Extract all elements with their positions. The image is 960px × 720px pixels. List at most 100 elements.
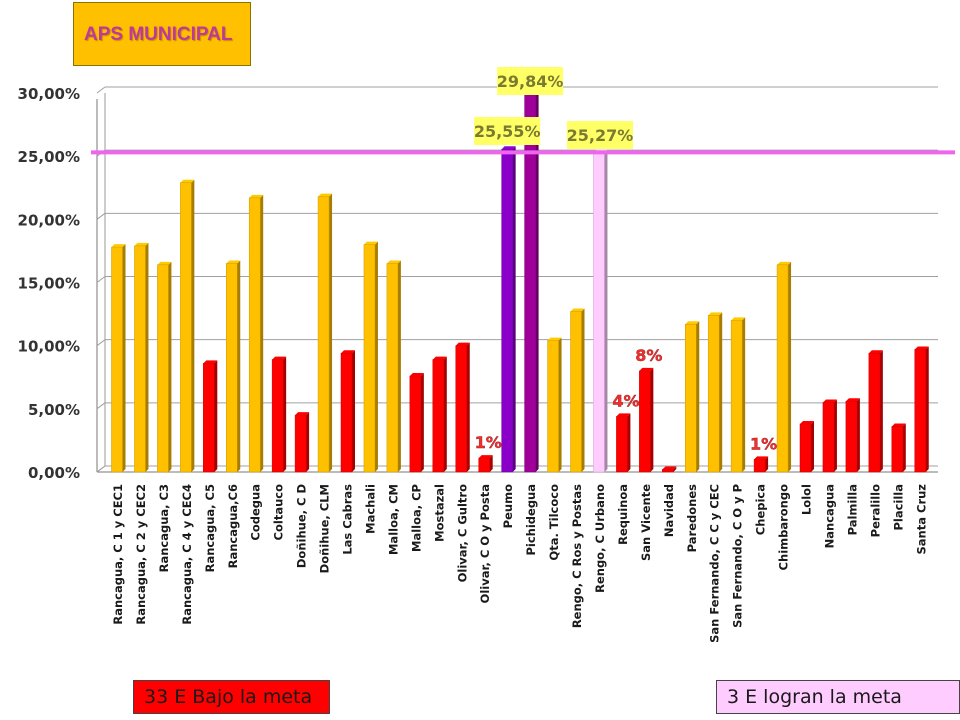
bar-side: [902, 423, 906, 472]
bar-side: [283, 356, 287, 472]
bar: [524, 92, 539, 473]
x-tick-label: Qta. Tilcoco: [547, 484, 561, 561]
x-tick-label: Rancagua, C 4 y CEC4: [180, 484, 194, 625]
y-tick-label: 25,00%: [18, 148, 80, 166]
bar-top: [708, 312, 723, 316]
bar-side: [581, 308, 585, 472]
gridline-diagonal: [96, 465, 106, 473]
x-tick-label: Rengo, C Urbano: [593, 484, 607, 593]
bar: [570, 308, 585, 473]
bar: [455, 342, 470, 473]
chart-title-box: APS MUNICIPAL: [73, 2, 251, 66]
annotation-label: 4%: [612, 391, 639, 410]
bar-top: [341, 350, 355, 354]
bar-front: [157, 264, 169, 473]
bar-front: [845, 401, 858, 473]
bar-front: [271, 359, 284, 473]
bar-top: [685, 321, 700, 325]
y-axis: 0,00% 5,00% 10,00% 15,00% 20,00% 25,00% 30,00%: [18, 85, 80, 482]
gridline-diagonal: [96, 276, 106, 283]
bar-side: [489, 455, 493, 472]
bar-front: [248, 197, 261, 473]
bar: [409, 372, 424, 473]
bar-front: [432, 359, 445, 473]
bar-top: [157, 261, 172, 265]
bar: [616, 413, 631, 473]
x-tick-label: San Fernando, C O y P: [731, 484, 745, 628]
annotation-box: [566, 121, 633, 149]
bar-front: [570, 311, 582, 473]
bar-top: [845, 398, 860, 402]
y-tick-label: 5,00%: [28, 401, 80, 419]
legend-met-goal: 3 E logran la meta: [716, 680, 960, 714]
x-tick-label: Malloa, CP: [409, 484, 423, 552]
x-tick-label: Placilla: [891, 484, 905, 531]
bar-top: [731, 317, 746, 321]
bar-front: [226, 263, 238, 473]
x-tick-label: Chimbarongo: [777, 484, 791, 571]
bar-side: [260, 194, 264, 472]
bar-top: [914, 346, 929, 350]
bar-top: [180, 179, 195, 183]
bar-front: [868, 352, 881, 473]
bar-front: [753, 459, 766, 473]
bar-front: [639, 370, 651, 473]
bar-top: [203, 360, 218, 364]
annotation-label: 1%: [750, 434, 777, 453]
x-tick-label: Las Cabras: [341, 484, 355, 555]
bar-front: [822, 402, 835, 473]
bar-front: [730, 320, 743, 473]
bar-top: [822, 399, 837, 403]
bar: [501, 146, 516, 473]
bar-front: [616, 416, 628, 473]
bar-top: [455, 342, 470, 346]
bar-front: [501, 148, 513, 473]
x-tick-label: Malloa, CM: [386, 484, 400, 555]
x-tick-label: Requinoa: [616, 484, 630, 545]
bar-front: [386, 263, 399, 473]
bar: [203, 360, 218, 473]
bar-front: [317, 196, 330, 473]
bar: [868, 350, 883, 473]
x-tick-label: Lolol: [800, 484, 814, 515]
bar-top: [570, 308, 585, 312]
annotation-box: [497, 67, 564, 95]
x-tick-label: Navidad: [662, 484, 676, 537]
bar-top: [868, 350, 883, 354]
x-tick-label: Codegua: [249, 484, 263, 541]
gridline-diagonal: [96, 212, 106, 220]
y-tick-label: 0,00%: [28, 464, 80, 482]
bar-front: [547, 340, 559, 473]
bar-side: [420, 372, 424, 472]
bar-side: [765, 456, 769, 472]
bar: [799, 420, 814, 473]
bar: [317, 193, 333, 473]
bar-side: [650, 367, 654, 472]
bar: [730, 317, 746, 473]
bar-side: [191, 179, 195, 473]
x-tick-label: Machali: [363, 484, 377, 534]
bar-front: [203, 363, 215, 473]
bar-top: [547, 337, 562, 341]
bar: [271, 356, 287, 473]
bar: [180, 179, 195, 473]
bar-top: [616, 413, 631, 417]
bar: [432, 356, 447, 473]
bar-chart: 0,00% 5,00% 10,00% 15,00% 20,00% 25,00% 30,00%…: [18, 67, 955, 643]
x-tick-label: Rengo, C Ros y Postas: [570, 484, 584, 628]
x-tick-label: Doñihue, C D: [295, 484, 309, 568]
bar-side: [811, 420, 814, 472]
bar-top: [272, 356, 287, 360]
bar: [226, 260, 241, 473]
bar: [547, 337, 562, 473]
chart-title: APS MUNICIPAL: [84, 24, 233, 45]
bar-side: [466, 342, 470, 472]
bar-side: [879, 350, 883, 472]
bar-front: [707, 315, 720, 473]
bar-side: [925, 346, 929, 472]
x-tick-label: Rancagua, C3: [157, 484, 171, 572]
bar-top: [295, 412, 310, 416]
bar: [134, 242, 149, 473]
bar-side: [512, 146, 516, 473]
gridline-diagonal: [96, 402, 106, 410]
